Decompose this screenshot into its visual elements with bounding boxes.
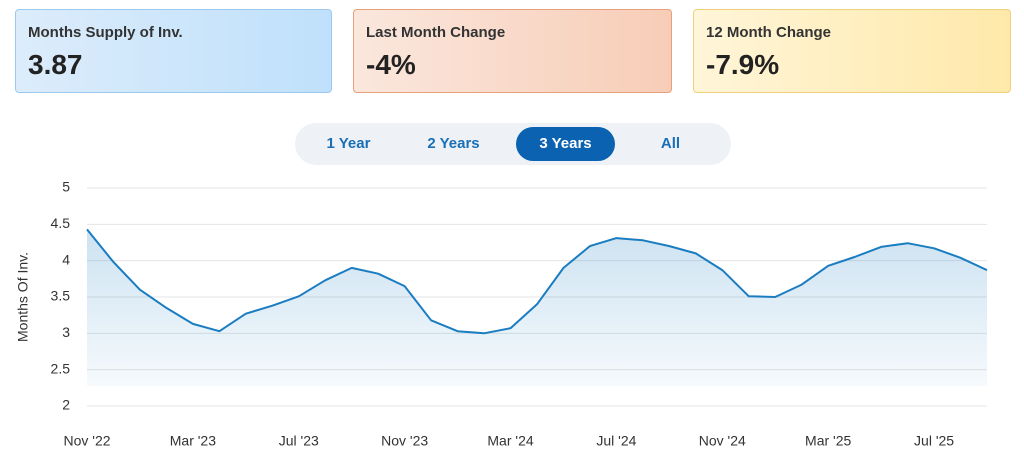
x-tick-label: Jul '24: [596, 433, 636, 449]
range-tab[interactable]: All: [660, 135, 681, 152]
y-tick-label: 4: [62, 251, 70, 267]
card-label: Last Month Change: [366, 24, 506, 41]
range-tabs: 1 Year 2 Years 3 Years All: [295, 123, 731, 165]
stat-card: Last Month Change -4%: [353, 9, 672, 93]
y-axis-label: Months Of Inv.: [15, 252, 31, 342]
x-tick-label: Mar '25: [805, 433, 851, 449]
stat-card: 12 Month Change -7.9%: [693, 9, 1011, 93]
area-fill: [87, 229, 987, 386]
range-tab[interactable]: 1 Year: [326, 135, 371, 152]
card-label: 12 Month Change: [706, 24, 832, 41]
y-tick-label: 2.5: [51, 360, 71, 376]
x-tick-label: Jul '23: [279, 433, 319, 449]
y-tick-label: 2: [62, 397, 70, 413]
x-tick-label: Jul '25: [914, 433, 954, 449]
card-label: Months Supply of Inv.: [28, 24, 183, 41]
stat-card: Months Supply of Inv. 3.87: [15, 9, 332, 93]
y-tick-label: 3.5: [51, 288, 71, 304]
range-tab[interactable]: 2 Years: [427, 135, 480, 152]
y-tick-label: 3: [62, 324, 70, 340]
card-value: -7.9%: [706, 49, 780, 80]
y-tick-label: 5: [62, 179, 70, 195]
y-tick-label: 4.5: [51, 215, 71, 231]
x-tick-label: Nov '22: [63, 433, 110, 449]
line: [86, 228, 988, 335]
x-tick-label: Nov '24: [699, 433, 746, 449]
card-value: -4%: [366, 49, 416, 80]
card-value: 3.87: [28, 49, 83, 80]
x-tick-label: Nov '23: [381, 433, 428, 449]
range-tab[interactable]: 3 Years: [516, 127, 615, 161]
x-tick-label: Mar '23: [170, 433, 216, 449]
x-tick-label: Mar '24: [487, 433, 533, 449]
